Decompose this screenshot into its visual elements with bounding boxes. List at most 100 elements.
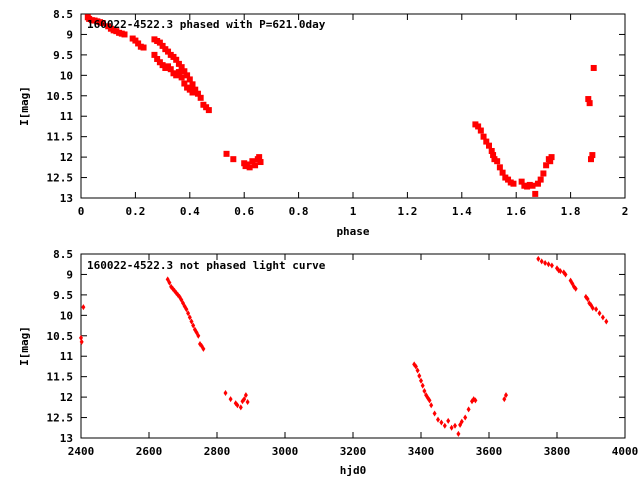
unphased-data-point <box>187 314 192 321</box>
unphased-x-tick-label: 4000 <box>612 445 639 458</box>
unphased-x-tick-label: 3200 <box>340 445 367 458</box>
phased-data-point <box>499 169 506 176</box>
phased-x-tick-label: 2 <box>622 205 629 218</box>
phased-data-points <box>84 14 597 197</box>
phased-y-tick-label: 12.5 <box>47 172 74 185</box>
phased-data-point <box>585 96 592 103</box>
phased-x-axis-label: phase <box>336 225 369 238</box>
phased-data-point <box>173 72 180 79</box>
unphased-x-tick-label: 3000 <box>272 445 299 458</box>
unphased-x-tick-label: 2600 <box>136 445 163 458</box>
unphased-data-point <box>228 396 233 403</box>
unphased-data-point <box>79 334 83 341</box>
phased-axis-ticks: 0 0.2 0.4 0.6 0.8 1 1.2 1.4 1.6 1.8 2 8.5 9 9.5 10 10.5… <box>47 8 629 218</box>
phased-data-point <box>486 142 492 149</box>
phased-data-point <box>529 182 536 189</box>
phased-plot-title: 160022-4522.3 phased with P=621.0day <box>87 18 326 31</box>
unphased-data-point <box>413 363 418 370</box>
unphased-data-point <box>446 417 451 424</box>
unphased-data-point <box>449 424 454 431</box>
phased-data-point <box>189 89 196 96</box>
unphased-y-tick-label: 12 <box>60 391 73 404</box>
unphased-data-point <box>419 377 423 384</box>
phased-x-tick-label: 1.8 <box>561 205 581 218</box>
phased-x-tick-label: 0 <box>78 205 85 218</box>
unphased-data-point <box>473 397 478 404</box>
unphased-data-point <box>597 310 602 317</box>
phased-x-tick-label: 1.4 <box>452 205 472 218</box>
unphased-x-tick-label: 3400 <box>408 445 435 458</box>
unphased-plot-title: 160022-4522.3 not phased light curve <box>87 259 326 272</box>
unphased-data-point <box>422 387 427 394</box>
phased-y-tick-label: 9.5 <box>53 49 73 62</box>
unphased-data-point <box>453 422 457 429</box>
phased-data-point <box>249 158 256 165</box>
phased-data-point <box>589 152 596 159</box>
phased-data-point <box>252 162 259 169</box>
phased-data-point <box>586 100 593 107</box>
phased-y-tick-label: 9 <box>66 28 73 41</box>
unphased-y-tick-label: 8.5 <box>53 248 73 261</box>
unphased-data-point <box>184 306 189 313</box>
phased-data-point <box>189 81 196 88</box>
phased-data-point <box>590 64 597 71</box>
phased-data-point <box>588 156 594 163</box>
phased-data-point <box>184 72 191 79</box>
phased-y-axis-label: I[mag] <box>18 86 31 126</box>
phased-x-tick-label: 0.2 <box>125 205 145 218</box>
phased-light-curve-panel: 0 0.2 0.4 0.6 0.8 1 1.2 1.4 1.6 1.8 2 8.5 9 9.5 10 10.5… <box>18 8 628 238</box>
phased-x-tick-label: 1.2 <box>397 205 417 218</box>
unphased-x-tick-label: 2400 <box>68 445 95 458</box>
phased-data-point <box>151 51 158 58</box>
phased-data-point <box>181 80 188 87</box>
unphased-data-point <box>466 406 471 413</box>
unphased-data-point <box>456 430 461 437</box>
unphased-y-tick-label: 10.5 <box>47 330 74 343</box>
phased-y-tick-label: 8.5 <box>53 8 73 21</box>
unphased-y-tick-label: 12.5 <box>47 412 74 425</box>
phased-data-point <box>548 154 555 161</box>
phased-data-point <box>167 66 174 73</box>
unphased-data-point <box>420 382 425 389</box>
unphased-data-point <box>536 255 541 262</box>
unphased-plot-frame <box>80 253 626 439</box>
unphased-data-point <box>186 310 191 317</box>
unphased-data-point <box>415 367 420 374</box>
phased-y-tick-label: 11 <box>60 110 74 123</box>
phased-data-point <box>480 133 487 140</box>
phased-data-point <box>534 180 541 187</box>
phased-x-tick-label: 0.8 <box>289 205 309 218</box>
phased-data-point <box>154 55 161 62</box>
unphased-data-point <box>543 259 548 266</box>
phased-data-point <box>186 76 193 83</box>
phased-data-point <box>494 158 501 165</box>
unphased-data-point <box>201 345 206 352</box>
phased-x-tick-label: 0.4 <box>180 205 200 218</box>
unphased-data-point <box>549 262 554 269</box>
phased-y-tick-label: 12 <box>60 151 73 164</box>
unphased-y-axis-label: I[mag] <box>18 326 31 366</box>
phased-data-point <box>246 164 253 171</box>
unphased-data-point <box>573 285 578 292</box>
phased-data-point <box>540 170 547 177</box>
phased-x-tick-label: 1.6 <box>506 205 526 218</box>
unphased-data-point <box>463 414 468 421</box>
phased-data-point <box>223 150 230 157</box>
unphased-data-point <box>436 416 440 423</box>
phased-data-point <box>532 190 539 197</box>
phased-data-point <box>173 56 180 63</box>
unphased-x-tick-label: 3600 <box>476 445 503 458</box>
phased-data-point <box>156 39 163 46</box>
unphased-data-point <box>223 390 228 397</box>
phased-data-point <box>175 69 182 76</box>
unphased-y-tick-label: 11.5 <box>47 371 74 384</box>
unphased-data-point <box>235 402 240 409</box>
unphased-data-point <box>191 322 196 329</box>
unphased-data-point <box>600 314 605 321</box>
unphased-data-point <box>417 372 422 379</box>
phased-data-point <box>194 90 201 97</box>
unphased-data-point <box>439 419 444 426</box>
phased-data-point <box>543 162 550 169</box>
phased-data-point <box>135 40 142 47</box>
